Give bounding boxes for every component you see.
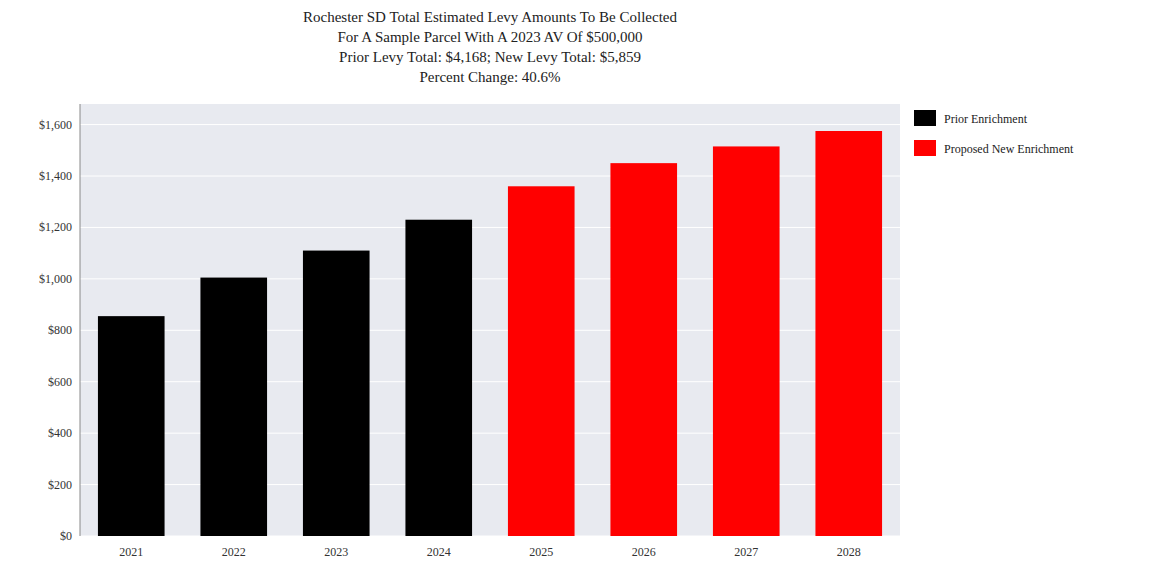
x-tick-label: 2024 <box>427 545 451 559</box>
grid-line <box>80 124 900 125</box>
bar <box>405 220 472 536</box>
legend-label: Prior Enrichment <box>944 112 1028 126</box>
y-tick-label: $1,600 <box>39 118 72 132</box>
x-tick-label: 2027 <box>734 545 758 559</box>
y-axis-line <box>80 104 81 536</box>
y-tick-label: $0 <box>60 529 72 543</box>
x-tick-label: 2023 <box>324 545 348 559</box>
legend-label: Proposed New Enrichment <box>944 142 1074 156</box>
y-tick-label: $1,200 <box>39 220 72 234</box>
bar <box>815 131 882 536</box>
plot-background <box>80 104 900 536</box>
title: Rochester SD Total Estimated Levy Amount… <box>303 9 677 85</box>
y-tick-label: $800 <box>48 323 72 337</box>
chart: Rochester SD Total Estimated Levy Amount… <box>0 0 1152 576</box>
x-tick-label: 2026 <box>632 545 656 559</box>
legend-swatch <box>914 110 936 126</box>
x-tick-label: 2022 <box>222 545 246 559</box>
bar <box>713 146 780 536</box>
y-tick-label: $1,400 <box>39 169 72 183</box>
bars <box>98 131 882 536</box>
bar <box>303 251 370 536</box>
y-tick-label: $200 <box>48 478 72 492</box>
bar <box>98 316 165 536</box>
bar <box>200 278 267 536</box>
bar <box>508 186 575 536</box>
x-tick-label: 2028 <box>837 545 861 559</box>
y-tick-label: $600 <box>48 375 72 389</box>
y-tick-label: $400 <box>48 426 72 440</box>
legend-swatch <box>914 140 936 156</box>
y-tick-label: $1,000 <box>39 272 72 286</box>
x-tick-label: 2025 <box>529 545 553 559</box>
bar <box>610 163 677 536</box>
x-tick-label: 2021 <box>119 545 143 559</box>
